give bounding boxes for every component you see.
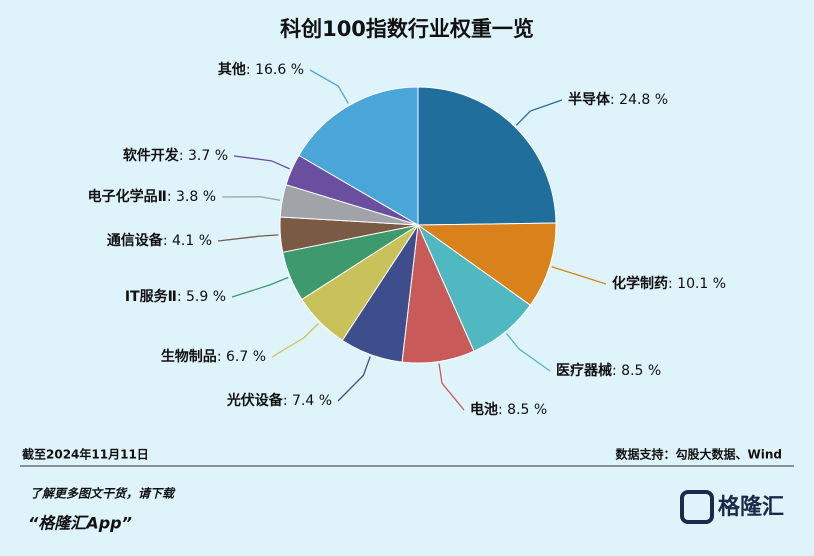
leader-line <box>231 276 289 298</box>
slice-label: 光伏设备: 7.4 % <box>226 392 332 409</box>
slice-label: IT服务Ⅱ: 5.9 % <box>125 288 226 305</box>
slice-label: 通信设备: 4.1 % <box>107 232 212 249</box>
footer-line2: “格隆汇App” <box>28 514 132 533</box>
slice-category: 其他 <box>218 61 246 78</box>
chart-title: 科创100指数行业权重一览 <box>280 17 534 41</box>
pie-slice <box>417 86 557 226</box>
logo-icon <box>680 490 714 524</box>
slice-value: : 16.6 % <box>246 62 304 78</box>
slice-category: IT服务Ⅱ <box>125 288 177 305</box>
source: 数据支持：勾股大数据、Wind <box>616 447 782 462</box>
slice-value: : 4.1 % <box>163 233 212 249</box>
date-note: 截至2024年11月11日 <box>22 447 149 462</box>
slice-value: : 8.5 % <box>498 402 547 418</box>
slice-value: : 24.8 % <box>610 92 668 108</box>
leader-line <box>515 99 563 126</box>
leader-line <box>337 356 371 402</box>
logo-text: 格隆汇 <box>718 494 784 520</box>
leader-line <box>233 155 291 170</box>
slice-value: : 10.1 % <box>668 276 726 292</box>
slice-label: 电子化学品Ⅱ: 3.8 % <box>88 188 216 205</box>
slice-value: : 8.5 % <box>612 363 661 379</box>
leader-line <box>309 69 349 104</box>
slice-category: 医疗器械 <box>556 362 612 379</box>
slice-value: : 7.4 % <box>283 393 332 409</box>
leader-line <box>438 363 465 411</box>
slice-label: 其他: 16.6 % <box>218 61 304 78</box>
slice-label: 化学制药: 10.1 % <box>612 275 726 292</box>
slice-category: 光伏设备 <box>226 392 284 409</box>
leader-line <box>505 333 551 372</box>
slice-label: 生物制品: 6.7 % <box>161 348 266 365</box>
slice-label: 电池: 8.5 % <box>470 401 547 418</box>
pie-slice <box>298 86 419 226</box>
pie: 半导体: 24.8 %化学制药: 10.1 %医疗器械: 8.5 %电池: 8.… <box>88 61 727 418</box>
slice-category: 电子化学品Ⅱ <box>88 188 167 205</box>
pie-slice <box>416 222 557 306</box>
slice-label: 医疗器械: 8.5 % <box>556 362 661 379</box>
slice-category: 软件开发 <box>123 147 180 164</box>
slice-label: 半导体: 24.8 % <box>568 91 668 108</box>
leader-line <box>217 234 279 242</box>
slice-category: 化学制药 <box>612 275 668 292</box>
slice-value: : 3.8 % <box>167 189 216 205</box>
slice-category: 通信设备 <box>107 232 164 249</box>
slice-label: 软件开发: 3.7 % <box>123 147 228 164</box>
slice-category: 生物制品 <box>161 348 217 365</box>
slice-category: 电池 <box>470 401 498 418</box>
slice-category: 半导体 <box>568 91 611 108</box>
slice-value: : 3.7 % <box>179 148 228 164</box>
leader-line <box>221 196 281 201</box>
slice-value: : 6.7 % <box>217 349 266 365</box>
leader-line <box>271 322 319 358</box>
slice-value: : 5.9 % <box>177 289 226 305</box>
leader-line <box>551 266 607 285</box>
footer-line1: 了解更多图文干货，请下载 <box>30 487 176 501</box>
